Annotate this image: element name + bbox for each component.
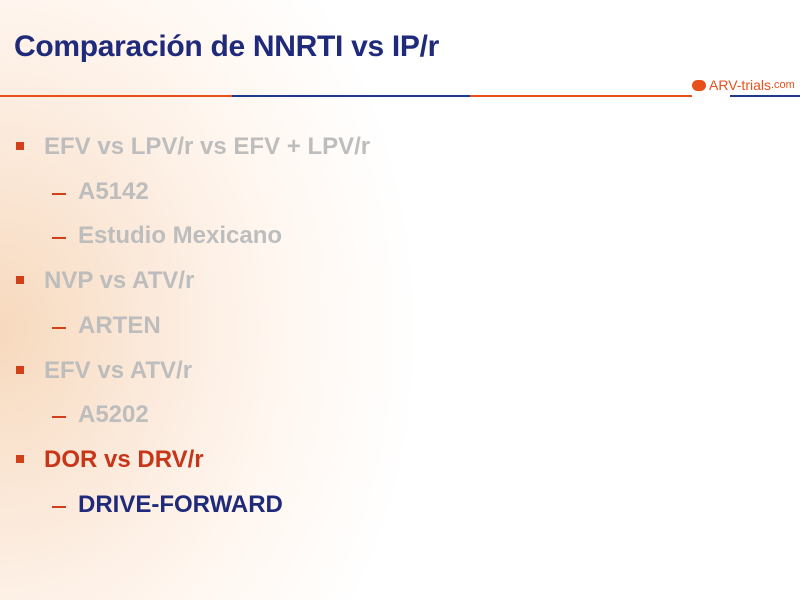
- divider: [730, 95, 800, 97]
- divider: [232, 95, 470, 97]
- dash-marker: [52, 237, 66, 240]
- dash-marker: [52, 192, 66, 195]
- list-item: DOR vs DRV/r: [44, 445, 204, 473]
- bullet-marker: [16, 276, 24, 285]
- list-item: Estudio Mexicano: [78, 222, 283, 250]
- arv-trials-logo: ARV-trials .com: [692, 77, 795, 93]
- dash-marker: [52, 416, 66, 419]
- list-item: EFV vs ATV/r: [44, 356, 193, 384]
- bullet-marker: [16, 365, 24, 374]
- list-item: DRIVE-FORWARD: [78, 490, 283, 518]
- list-item: ARTEN: [78, 311, 161, 339]
- logo-domain: .com: [770, 79, 795, 91]
- dash-marker: [52, 505, 66, 508]
- list-item: EFV vs LPV/r vs EFV + LPV/r: [44, 133, 371, 160]
- pill-icon: [692, 79, 706, 91]
- bullet-marker: [16, 454, 24, 463]
- bullet-marker: [16, 142, 24, 150]
- dash-marker: [52, 326, 66, 329]
- divider: [470, 95, 692, 97]
- list-item: A5142: [78, 177, 149, 205]
- list-item: NVP vs ATV/r: [44, 267, 195, 295]
- slide-title: Comparación de NNRTI vs IP/r: [14, 30, 440, 63]
- logo-brand: ARV-trials: [709, 77, 771, 93]
- list-item: A5202: [78, 401, 149, 429]
- divider: [0, 95, 232, 97]
